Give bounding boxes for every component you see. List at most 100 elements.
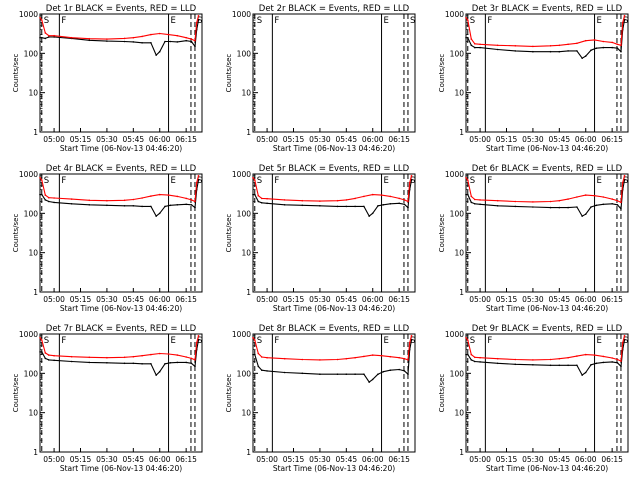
series-events-point — [470, 359, 473, 361]
series-lld-point — [106, 356, 108, 359]
y-tick-label: 100 — [237, 49, 252, 58]
series-lld-point — [176, 34, 179, 37]
series-lld-point — [39, 177, 41, 179]
y-tick-label: 10 — [454, 409, 464, 418]
series-lld-point — [158, 32, 161, 35]
series-events-point — [558, 50, 561, 53]
series-events-point — [106, 204, 108, 207]
series-events-point — [88, 361, 91, 364]
series-events-point — [44, 357, 47, 360]
series-lld-point — [532, 201, 534, 203]
chart-panel-2: Det 2r BLACK = Events, RED = LLD 1 10 100 10… — [225, 4, 416, 153]
series-lld-point — [403, 199, 406, 201]
y-tick-label: 1000 — [445, 330, 464, 339]
series-lld-point — [593, 194, 596, 197]
chart-title: Det 4r BLACK = Events, RED = LLD — [46, 164, 197, 174]
series-lld-line — [465, 15, 626, 47]
series-lld-point — [106, 38, 108, 40]
series-events-point — [616, 204, 619, 206]
series-events-point — [549, 206, 552, 209]
x-tick-label: 06:15 — [175, 455, 197, 464]
series-events-line — [466, 19, 626, 59]
series-lld-point — [621, 181, 624, 184]
x-axis-label: Start Time (06-Nov-13 04:46:20) — [60, 144, 182, 153]
y-tick-label: 1 — [459, 128, 464, 137]
series-events-point — [158, 50, 161, 53]
series-events-point — [514, 50, 517, 52]
series-events-point — [470, 201, 473, 204]
series-events-point — [106, 40, 108, 42]
series-lld-point — [150, 33, 152, 36]
series-events-point — [576, 364, 578, 367]
series-events-point — [567, 206, 569, 209]
series-events-point — [48, 36, 50, 38]
marker-label: F — [274, 176, 279, 186]
series-lld-point — [197, 175, 200, 177]
series-lld-point — [410, 335, 413, 337]
series-events-point — [465, 193, 467, 196]
series-events-point — [150, 363, 152, 365]
x-tick-label: 05:30 — [309, 295, 331, 304]
marker-label: S — [257, 176, 262, 186]
series-events-point — [169, 362, 172, 364]
series-events-point — [257, 200, 260, 203]
series-events-point — [470, 44, 473, 47]
series-lld-point — [195, 21, 198, 24]
marker-label: S — [410, 336, 415, 346]
series-lld-point — [252, 337, 254, 339]
series-events-point — [595, 47, 598, 49]
chart-panel-5: Det 5r BLACK = Events, RED = LLD 1 10 100 10… — [225, 164, 416, 313]
x-tick-label: 05:00 — [256, 295, 278, 304]
x-tick-label: 05:30 — [522, 455, 544, 464]
y-axis-label: Counts/sec — [225, 54, 233, 93]
series-events-point — [496, 362, 499, 365]
series-lld-point — [616, 199, 619, 202]
series-lld-point — [549, 358, 552, 361]
series-lld-point — [336, 199, 339, 202]
series-events-point — [581, 215, 583, 217]
x-tick-label: 05:00 — [256, 455, 278, 464]
marker-label: E — [171, 16, 176, 26]
y-tick-label: 10 — [28, 249, 38, 258]
series-lld-point — [567, 356, 569, 359]
series-events-point — [266, 202, 268, 205]
series-events-point — [123, 362, 126, 365]
series-events-point — [623, 339, 626, 341]
series-lld-point — [88, 199, 91, 202]
series-events-point — [467, 193, 469, 196]
y-tick-label: 10 — [454, 249, 464, 258]
x-tick-label: 06:00 — [362, 295, 384, 304]
series-events-point — [190, 362, 193, 365]
y-tick-label: 1000 — [445, 170, 464, 179]
series-events-point — [465, 36, 467, 39]
series-lld-point — [532, 359, 534, 361]
series-lld-point — [474, 43, 476, 45]
series-lld-point — [190, 199, 193, 201]
series-events-point — [584, 213, 587, 215]
series-events-point — [576, 206, 578, 208]
series-lld-line — [252, 335, 413, 361]
series-events-point — [611, 361, 613, 363]
series-events-point — [158, 212, 161, 215]
series-events-point — [602, 203, 605, 206]
marker-label: F — [487, 336, 492, 346]
series-lld-point — [616, 43, 619, 46]
series-lld-line — [39, 15, 200, 42]
series-events-point — [549, 364, 552, 367]
series-lld-point — [623, 15, 626, 17]
series-events-point — [345, 373, 348, 376]
series-lld-point — [195, 341, 198, 344]
x-tick-label: 06:15 — [601, 295, 623, 304]
series-lld-point — [380, 194, 383, 196]
x-tick-label: 05:00 — [43, 135, 65, 144]
y-tick-label: 100 — [450, 49, 465, 58]
series-events-point — [155, 374, 157, 376]
series-events-point — [616, 362, 619, 364]
series-events-point — [48, 359, 50, 361]
series-events-point — [301, 204, 304, 207]
y-tick-label: 100 — [24, 49, 39, 58]
series-events-point — [407, 206, 409, 209]
series-lld-point — [623, 175, 626, 177]
series-lld-point — [266, 356, 268, 359]
series-events-point — [382, 204, 385, 206]
